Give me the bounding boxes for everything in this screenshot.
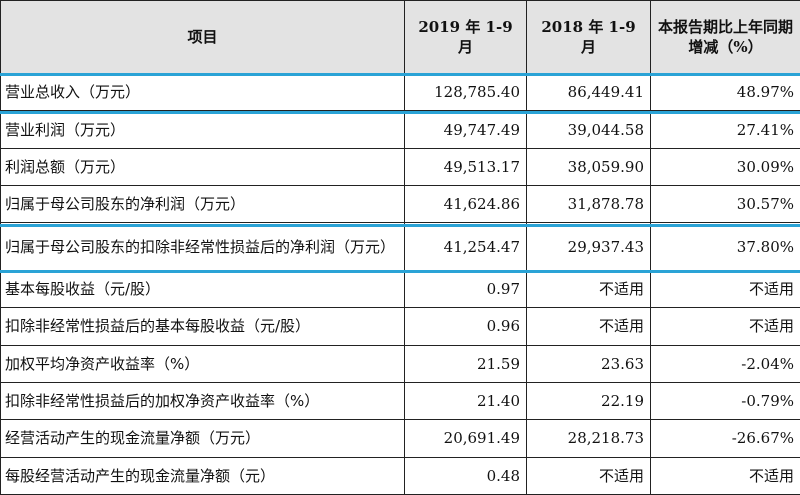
highlight-line: [0, 73, 800, 76]
value-2018: 不适用: [526, 456, 651, 495]
table-header-row: 项目 2019 年 1-9 月 2018 年 1-9 月 本报告期比上年同期增减…: [0, 0, 800, 74]
row-label: 营业总收入（万元）: [0, 72, 405, 112]
value-2018: 28,218.73: [526, 419, 651, 458]
value-change: 48.97%: [650, 72, 800, 112]
highlight-line: [0, 111, 800, 114]
header-2019: 2019 年 1-9 月: [404, 0, 527, 74]
value-2018: 31,878.78: [526, 185, 651, 224]
value-2018: 23.63: [526, 344, 651, 383]
table-row: 加权平均净资产收益率（%） 21.59 23.63 -2.04%: [0, 344, 800, 383]
value-change: 27.41%: [650, 110, 800, 149]
value-2019: 0.48: [404, 456, 527, 495]
value-2019: 20,691.49: [404, 419, 527, 458]
row-label: 归属于母公司股东的净利润（万元）: [0, 185, 405, 224]
value-2018: 不适用: [526, 307, 651, 346]
value-2019: 41,624.86: [404, 185, 527, 224]
value-change: -2.04%: [650, 344, 800, 383]
row-label: 扣除非经常性损益后的基本每股收益（元/股）: [0, 307, 405, 346]
value-2019: 21.40: [404, 381, 527, 421]
value-change: 30.57%: [650, 185, 800, 224]
value-2018: 39,044.58: [526, 110, 651, 149]
value-2019: 0.96: [404, 307, 527, 346]
value-2018: 不适用: [526, 269, 651, 309]
highlight-line: [0, 270, 800, 273]
value-2019: 0.97: [404, 269, 527, 309]
row-label: 加权平均净资产收益率（%）: [0, 344, 405, 383]
table-row: 扣除非经常性损益后的加权净资产收益率（%） 21.40 22.19 -0.79%: [0, 381, 800, 421]
row-label: 营业利润（万元）: [0, 110, 405, 149]
header-2018: 2018 年 1-9 月: [526, 0, 651, 74]
value-change: -0.79%: [650, 381, 800, 421]
value-2018: 38,059.90: [526, 147, 651, 187]
value-2018: 22.19: [526, 381, 651, 421]
value-2019: 49,513.17: [404, 147, 527, 187]
value-2018: 29,937.43: [526, 222, 651, 271]
value-change: -26.67%: [650, 419, 800, 458]
table-row: 经营活动产生的现金流量净额（万元） 20,691.49 28,218.73 -2…: [0, 419, 800, 458]
value-change: 30.09%: [650, 147, 800, 187]
row-label: 归属于母公司股东的扣除非经常性损益后的净利润（万元）: [0, 222, 405, 271]
row-label: 经营活动产生的现金流量净额（万元）: [0, 419, 405, 458]
value-2018: 86,449.41: [526, 72, 651, 112]
value-2019: 49,747.49: [404, 110, 527, 149]
value-change: 37.80%: [650, 222, 800, 271]
header-item: 项目: [0, 0, 405, 74]
table-row: 扣除非经常性损益后的基本每股收益（元/股） 0.96 不适用 不适用: [0, 307, 800, 346]
value-change: 不适用: [650, 456, 800, 495]
value-2019: 41,254.47: [404, 222, 527, 271]
value-2019: 128,785.40: [404, 72, 527, 112]
table-row: 营业总收入（万元） 128,785.40 86,449.41 48.97%: [0, 72, 800, 112]
header-change: 本报告期比上年同期增减（%）: [650, 0, 800, 74]
value-change: 不适用: [650, 269, 800, 309]
table-row: 营业利润（万元） 49,747.49 39,044.58 27.41%: [0, 110, 800, 149]
highlight-line: [0, 224, 800, 227]
table-row: 基本每股收益（元/股） 0.97 不适用 不适用: [0, 269, 800, 309]
row-label: 基本每股收益（元/股）: [0, 269, 405, 309]
table-row: 每股经营活动产生的现金流量净额（元） 0.48 不适用 不适用: [0, 456, 800, 495]
table-row: 利润总额（万元） 49,513.17 38,059.90 30.09%: [0, 147, 800, 187]
row-label: 利润总额（万元）: [0, 147, 405, 187]
row-label: 每股经营活动产生的现金流量净额（元）: [0, 456, 405, 495]
value-change: 不适用: [650, 307, 800, 346]
value-2019: 21.59: [404, 344, 527, 383]
table-row: 归属于母公司股东的扣除非经常性损益后的净利润（万元） 41,254.47 29,…: [0, 222, 800, 271]
row-label: 扣除非经常性损益后的加权净资产收益率（%）: [0, 381, 405, 421]
table-row: 归属于母公司股东的净利润（万元） 41,624.86 31,878.78 30.…: [0, 185, 800, 224]
